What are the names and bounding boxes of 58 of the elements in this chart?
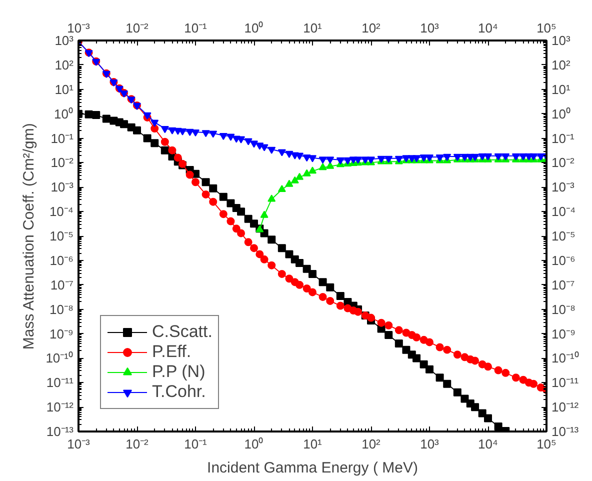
y-tick-label: 10⁻¹³ [552, 424, 580, 439]
x-tick-label: 10⁻³ [67, 436, 91, 452]
y-tick-label: 10⁻¹¹ [552, 375, 580, 390]
text: 10⁻⁴ [49, 204, 74, 220]
y-tick-label: 10⁻⁴ [552, 204, 576, 220]
text: 10⁻³ [67, 20, 90, 36]
text: 10⁻¹ [184, 20, 207, 36]
x-tick-label: 10³ [420, 436, 440, 452]
y-tick-label: 10⁻⁷ [552, 277, 575, 292]
text: 10⁴ [478, 20, 498, 36]
text: 10⁻¹³ [46, 424, 74, 439]
y-tick-label: 10⁰ [552, 106, 571, 122]
y-tick-label: 10⁻⁶ [552, 252, 576, 268]
y-tick-label: 10⁻⁵ [552, 228, 576, 244]
text: 10⁻⁵ [50, 228, 74, 244]
y-tick-label: 10⁻⁹ [552, 326, 576, 342]
text: 10⁻¹⁰ [46, 350, 74, 366]
text: 10⁻⁹ [49, 326, 74, 342]
text: 10⁻² [126, 20, 148, 36]
text: 10¹ [54, 82, 74, 97]
text: 10⁻¹ [50, 130, 74, 146]
x-tick-label: 10¹ [303, 436, 323, 452]
text: 10² [54, 57, 74, 72]
text: 10⁻⁷ [50, 277, 74, 292]
y-tick-label: 10¹ [552, 82, 571, 97]
y-tick-label: 10³ [552, 33, 571, 48]
y-tick-label: 10² [552, 57, 571, 72]
x-tick-label: 10⁰ [244, 436, 264, 452]
y-tick-label: 10⁻¹² [552, 400, 580, 415]
text: 10⁻⁶ [50, 252, 74, 268]
legend-label: P.P (N) [152, 362, 206, 382]
x-axis-title: Incident Gamma Energy ( MeV) [207, 460, 418, 476]
y-axis-title: Mass Attenuation Coeff. (Cm²/gm) [20, 123, 38, 350]
y-tick-label: 10⁻² [552, 155, 575, 170]
y-tick-label: 10⁻¹⁰ [552, 350, 580, 366]
x-tick-label: 10⁻¹ [184, 436, 208, 452]
x-tick-label: 10⁴ [478, 436, 498, 452]
text: 10⁻¹² [46, 400, 74, 415]
y-tick-label: 10⁻⁸ [552, 302, 576, 317]
x-tick-label: 10² [362, 436, 382, 452]
legend-label: C.Scatt. [152, 322, 212, 342]
x-tick-label: 10⁻² [126, 436, 150, 452]
text: 10³ [420, 20, 439, 36]
text: 10⁰ [54, 106, 74, 122]
text: 10⁵ [536, 20, 556, 36]
text: 10¹ [303, 20, 322, 36]
legend-label: T.Cohr. [152, 382, 206, 402]
y-tick-label: 10⁻¹ [552, 130, 575, 146]
y-tick-label: 10⁻³ [552, 180, 575, 195]
text: 10⁻⁸ [50, 302, 74, 317]
text: 10² [362, 20, 380, 36]
text: 10⁰ [244, 20, 264, 36]
text: 10⁻¹¹ [46, 375, 74, 390]
x-tick-label: 10⁵ [536, 436, 556, 452]
text: 10⁻³ [50, 180, 74, 195]
text: 10³ [54, 33, 74, 48]
legend-label: P.Eff. [152, 342, 192, 362]
text: 10⁻² [50, 155, 74, 170]
